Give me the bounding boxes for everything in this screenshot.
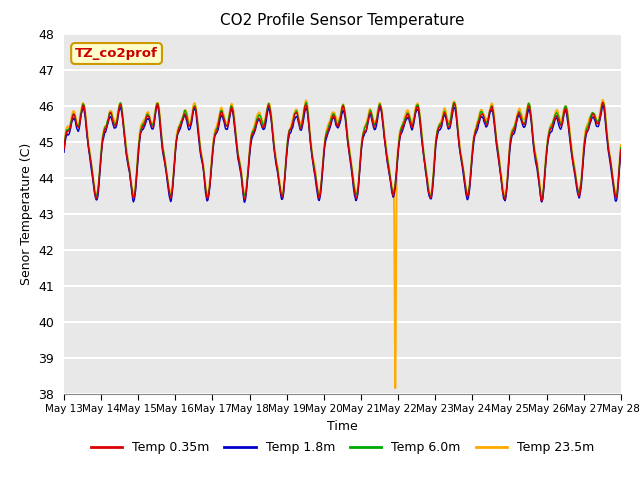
Title: CO2 Profile Sensor Temperature: CO2 Profile Sensor Temperature [220,13,465,28]
Legend: Temp 0.35m, Temp 1.8m, Temp 6.0m, Temp 23.5m: Temp 0.35m, Temp 1.8m, Temp 6.0m, Temp 2… [86,436,599,459]
X-axis label: Time: Time [327,420,358,432]
Y-axis label: Senor Temperature (C): Senor Temperature (C) [20,143,33,285]
Text: TZ_co2prof: TZ_co2prof [75,47,158,60]
